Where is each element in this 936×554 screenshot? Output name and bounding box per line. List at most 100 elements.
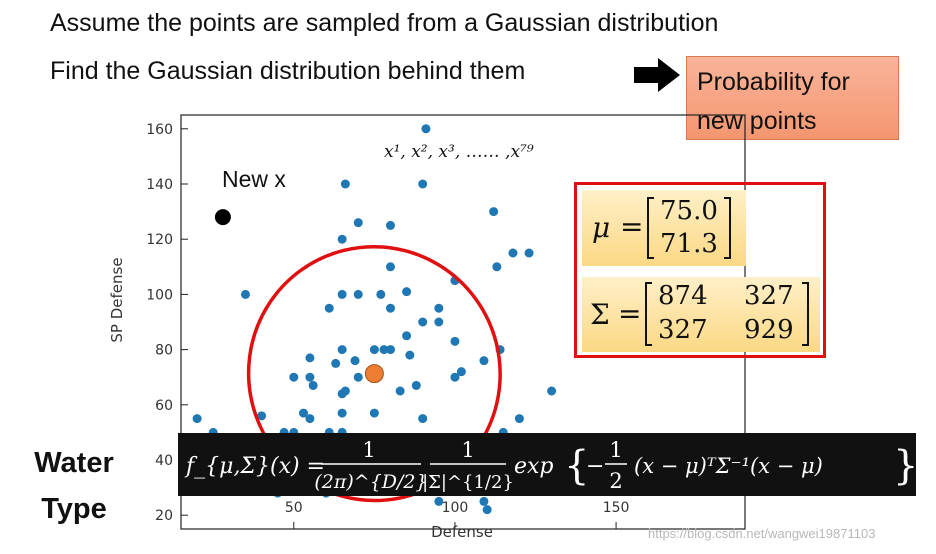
y-tick-label: 100 (146, 287, 173, 303)
formula-brace-close: } (893, 443, 916, 489)
data-point (411, 380, 421, 390)
data-point (421, 124, 431, 134)
y-tick-label: 40 (155, 453, 173, 469)
y-tick-label: 20 (155, 508, 173, 524)
mean-point (364, 364, 384, 384)
data-point (369, 345, 379, 355)
mu-symbol: μ (592, 211, 611, 244)
data-point (337, 234, 347, 244)
watermark: https://blog.csdn.net/wangwei19871103 (648, 526, 876, 541)
formula-svg: f_{μ,Σ}(x) = 1 (2π)^{D/2} 1 |Σ|^{1/2} ex… (184, 438, 918, 493)
data-point (402, 287, 412, 297)
y-axis-label: SP Defense (108, 257, 126, 342)
data-point (385, 220, 395, 230)
data-point (418, 414, 428, 424)
formula-num-3: 1 (609, 438, 622, 462)
data-point (257, 411, 267, 421)
formula-den-2: |Σ|^{1/2} (422, 472, 514, 493)
data-point (405, 350, 415, 360)
data-point (434, 317, 444, 327)
x-tick-label: 100 (442, 500, 469, 516)
water-type-label: Water Type (24, 440, 124, 532)
sigma-box: Σ = 874 327 327 929 (582, 277, 820, 352)
data-point (479, 496, 489, 506)
data-point (376, 289, 386, 299)
data-point (385, 303, 395, 313)
data-point (434, 303, 444, 313)
data-point (340, 386, 350, 396)
data-point (192, 414, 202, 424)
formula-exp: exp (514, 454, 554, 479)
y-tick-label: 160 (146, 122, 173, 138)
mu-equals: = (620, 210, 644, 243)
sigma-brackets (645, 282, 809, 346)
sigma-value-21: 327 (658, 315, 708, 345)
new-x-label: New x (222, 166, 286, 192)
data-point (385, 345, 395, 355)
data-point (450, 336, 460, 346)
samples-label: x¹, x², x³, …… ,x⁷⁹ (384, 142, 534, 162)
data-point (450, 372, 460, 382)
data-point (456, 367, 466, 377)
data-point (482, 505, 492, 515)
data-point (298, 408, 308, 418)
y-tick-label: 120 (146, 232, 173, 248)
water-type-word-1: Water (34, 447, 114, 479)
data-point (369, 408, 379, 418)
x-tick-label: 150 (603, 500, 630, 516)
probability-box: Probability for new points (686, 56, 899, 140)
sigma-equals: = (618, 297, 642, 330)
probability-line-2: new points (697, 107, 817, 135)
data-point (385, 262, 395, 272)
data-point (508, 248, 518, 258)
data-point (434, 496, 444, 506)
data-point (418, 317, 428, 327)
right-arrow-icon (634, 58, 680, 92)
mu-value-2: 71.3 (660, 229, 718, 259)
data-point (337, 408, 347, 418)
data-point (524, 248, 534, 258)
formula-num-1: 1 (362, 438, 375, 462)
statement-line-1: Assume the points are sampled from a Gau… (50, 9, 719, 37)
formula-den-1: (2π)^{D/2} (314, 471, 427, 493)
mu-value-1: 75.0 (660, 196, 718, 226)
gaussian-formula: f_{μ,Σ}(x) = 1 (2π)^{D/2} 1 |Σ|^{1/2} ex… (178, 433, 918, 496)
data-point (353, 218, 363, 228)
y-tick-label: 140 (146, 177, 173, 193)
data-point (395, 386, 405, 396)
formula-lhs: f_{μ,Σ}(x) = (184, 454, 325, 479)
parameters-frame (574, 182, 826, 358)
water-type-word-2: Type (41, 493, 107, 525)
x-ticks: 50 100 150 (285, 500, 630, 529)
mu-box: μ = 75.0 71.3 (582, 190, 746, 266)
data-point (337, 345, 347, 355)
sigma-symbol: Σ (590, 298, 610, 331)
probability-line-1: Probability for (697, 68, 850, 96)
data-point (547, 386, 557, 396)
new-x-point (214, 209, 231, 226)
y-ticks: 20 40 60 80 100 120 140 160 (146, 122, 188, 524)
data-point (305, 372, 315, 382)
data-point (379, 345, 389, 355)
data-point (418, 179, 428, 189)
sigma-value-11: 874 (658, 281, 708, 311)
gaussian-ellipse (246, 244, 502, 503)
formula-quadratic: (x − μ)ᵀΣ⁻¹(x − μ) (634, 454, 823, 478)
data-point (479, 356, 489, 366)
data-point (240, 289, 250, 299)
data-point (353, 289, 363, 299)
data-point (331, 358, 341, 368)
data-point (337, 289, 347, 299)
formula-minus: − (586, 454, 604, 479)
data-point (402, 331, 412, 341)
data-point (492, 262, 502, 272)
y-tick-label: 60 (155, 398, 173, 414)
x-tick-label: 50 (285, 500, 303, 516)
data-point (514, 414, 524, 424)
data-point (324, 303, 334, 313)
data-point (308, 380, 318, 390)
formula-num-2: 1 (461, 438, 474, 462)
data-point (353, 372, 363, 382)
formula-den-3: 2 (609, 469, 622, 493)
data-point (305, 353, 315, 363)
